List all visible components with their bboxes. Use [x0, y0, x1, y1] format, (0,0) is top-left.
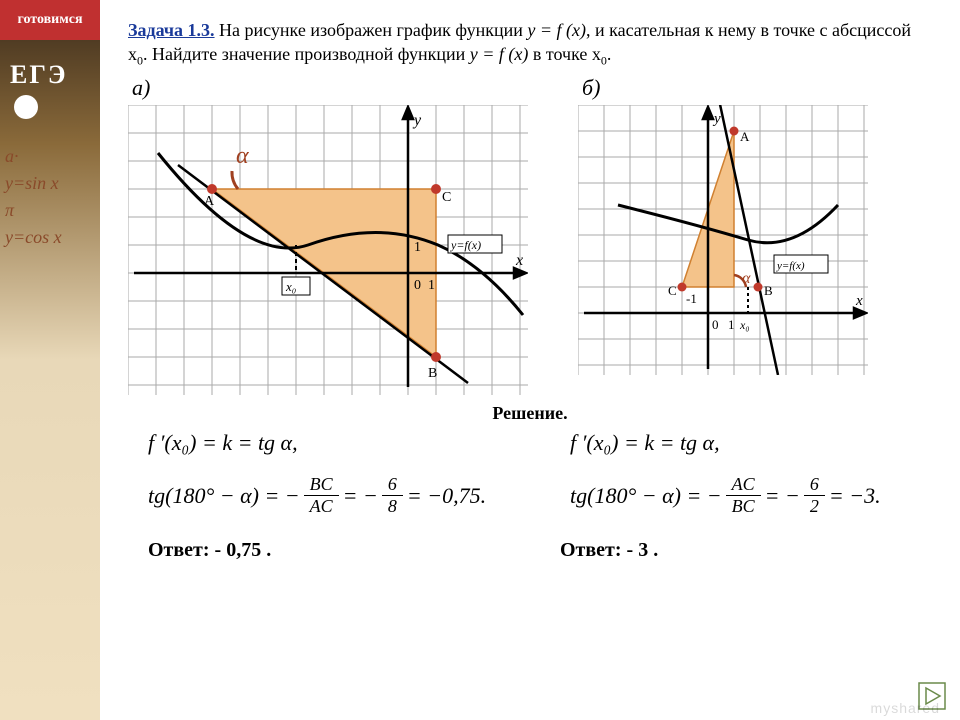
- svg-text:x₀: x₀: [739, 318, 750, 332]
- panel-b: б) y x 0 1 -1: [578, 81, 888, 395]
- sidebar: готовимся ЕГЭ a· y=sin x π y=cos x: [0, 0, 100, 720]
- answer-a: Ответ: - 0,75 .: [148, 539, 520, 562]
- equations-b: f ′(x₀) = k = tg α, tg(180° − α) = − ACB…: [570, 430, 932, 517]
- svg-text:A: A: [740, 129, 750, 144]
- svg-text:y=f(x): y=f(x): [450, 238, 481, 252]
- svg-text:-1: -1: [686, 291, 697, 306]
- svg-text:α: α: [742, 270, 751, 287]
- eq-b-1: f ′(x₀) = k = tg α,: [570, 430, 932, 456]
- equations-a: f ′(x₀) = k = tg α, tg(180° − α) = − BCA…: [148, 430, 510, 517]
- problem-statement: Задача 1.3. На рисунке изображен график …: [128, 18, 932, 69]
- svg-text:y=f(x): y=f(x): [776, 260, 805, 272]
- content-area: Задача 1.3. На рисунке изображен график …: [100, 0, 960, 720]
- svg-text:1: 1: [728, 317, 735, 332]
- svg-text:C: C: [442, 190, 451, 205]
- chart-b: y x 0 1 -1 x₀ y=f(x) α A C B: [578, 105, 868, 375]
- svg-text:B: B: [764, 283, 773, 298]
- panel-a-label: а): [132, 75, 150, 101]
- svg-text:1: 1: [428, 278, 435, 293]
- svg-text:α: α: [236, 143, 249, 169]
- eq-a-1: f ′(x₀) = k = tg α,: [148, 430, 510, 456]
- panel-a: а) y x 1 0 1: [128, 81, 538, 395]
- ege-badge: ЕГЭ: [10, 60, 90, 120]
- sidebar-decorations: a· y=sin x π y=cos x: [5, 140, 95, 254]
- answers-row: Ответ: - 0,75 . Ответ: - 3 .: [128, 539, 932, 562]
- watermark: myshared: [871, 700, 940, 716]
- svg-text:y: y: [712, 111, 721, 127]
- chart-a: y x 1 0 1 x₀ y=f(x) α A C: [128, 105, 528, 395]
- svg-text:1: 1: [414, 240, 421, 255]
- problem-link[interactable]: Задача 1.3.: [128, 20, 215, 40]
- svg-text:C: C: [668, 283, 677, 298]
- eq-a-2: tg(180° − α) = − BCAC = − 68 = −0,75.: [148, 474, 510, 517]
- svg-text:x: x: [515, 252, 523, 269]
- graph-panels: а) y x 1 0 1: [128, 81, 932, 395]
- sidebar-banner: готовимся: [0, 0, 100, 40]
- svg-text:x₀: x₀: [285, 279, 296, 294]
- svg-text:0: 0: [712, 317, 719, 332]
- svg-text:y: y: [412, 112, 422, 129]
- answer-b: Ответ: - 3 .: [560, 539, 932, 562]
- panel-b-label: б): [582, 75, 600, 101]
- svg-text:x: x: [855, 293, 863, 309]
- svg-text:A: A: [204, 194, 215, 209]
- eq-b-2: tg(180° − α) = − ACBC = − 62 = −3.: [570, 474, 932, 517]
- solution-heading: Решение.: [128, 403, 932, 424]
- person-icon: [14, 95, 38, 119]
- svg-text:0: 0: [414, 278, 421, 293]
- svg-text:B: B: [428, 366, 437, 381]
- equations-row: f ′(x₀) = k = tg α, tg(180° − α) = − BCA…: [128, 430, 932, 517]
